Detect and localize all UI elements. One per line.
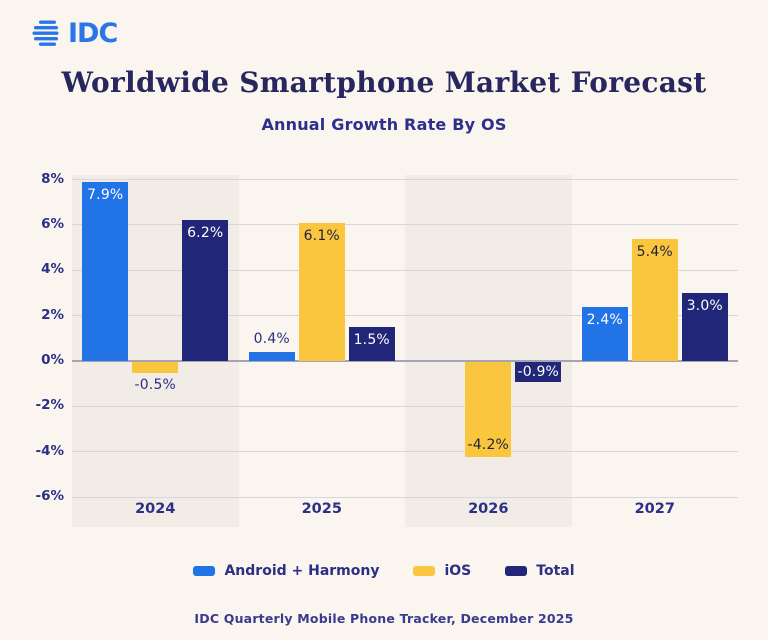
- bar-value-label: 5.4%: [636, 243, 673, 260]
- x-axis-category-label: 2026: [468, 501, 509, 517]
- zero-axis-line: [72, 360, 738, 362]
- legend-swatch: [193, 566, 216, 576]
- y-axis-tick-label: 8%: [41, 170, 64, 187]
- chart-subtitle: Annual Growth Rate By OS: [261, 115, 507, 134]
- category-band-2026: [405, 175, 572, 527]
- legend-label: iOS: [444, 563, 472, 579]
- bar-value-label: 1.5%: [353, 331, 390, 348]
- legend-swatch: [413, 566, 436, 576]
- bar-value-label: 6.2%: [187, 225, 224, 242]
- y-axis-tick-label: 6%: [41, 215, 64, 232]
- bar-total-2027: [681, 292, 728, 361]
- gridline: [72, 269, 738, 271]
- bar-value-label: 7.9%: [87, 186, 124, 203]
- bar-value-label: 2.4%: [586, 311, 623, 328]
- y-axis-tick-label: -4%: [35, 442, 64, 459]
- bar-chart-plot-area: 8% 6% 4% 2% 0% -2% -4% -6% 2024 2025 2026 2027 7.9% -…: [35, 171, 738, 527]
- bar-total-2026: [515, 362, 562, 383]
- y-axis-tick-label: -6%: [35, 488, 64, 505]
- bar-value-label: -4.2%: [467, 437, 510, 454]
- bar-ios-2025: [298, 222, 345, 361]
- y-axis-tick-label: -2%: [35, 397, 64, 414]
- idc-logo: IDC: [30, 17, 118, 51]
- x-axis-category-label: 2024: [135, 501, 176, 517]
- gridline: [72, 451, 738, 453]
- gridline: [72, 315, 738, 317]
- idc-logo-text: IDC: [68, 18, 118, 49]
- gridline: [72, 405, 738, 407]
- gridline: [72, 179, 738, 181]
- y-axis-tick-label: 4%: [41, 261, 64, 278]
- bar-ios-2026: [465, 362, 512, 458]
- bar-value-label: -0.9%: [517, 363, 560, 380]
- bar-value-label: 3.0%: [686, 297, 723, 314]
- legend-item-android-harmony: Android + Harmony: [193, 563, 379, 579]
- legend-label: Android + Harmony: [224, 563, 380, 579]
- gridline: [72, 224, 738, 226]
- y-axis-tick-label: 0%: [41, 352, 64, 368]
- bar-android-harmony-2025: [248, 351, 295, 361]
- bar-android-harmony-2027: [581, 306, 628, 361]
- bar-value-label: -0.5%: [134, 377, 177, 394]
- legend-swatch: [505, 566, 528, 576]
- bar-ios-2027: [631, 238, 678, 361]
- chart-legend: Android + Harmony iOS Total: [0, 563, 768, 579]
- bar-total-2025: [348, 326, 395, 361]
- bar-total-2024: [182, 220, 229, 361]
- x-axis-category-label: 2025: [301, 501, 342, 517]
- chart-title: Worldwide Smartphone Market Forecast: [61, 66, 707, 99]
- bar-value-label: 0.4%: [253, 330, 290, 347]
- gridline: [72, 496, 738, 498]
- source-note: IDC Quarterly Mobile Phone Tracker, Dece…: [194, 611, 574, 626]
- legend-label: Total: [536, 563, 575, 579]
- x-axis-category-label: 2027: [634, 501, 675, 517]
- y-axis-tick-label: 2%: [41, 306, 64, 323]
- bar-value-label: 6.1%: [303, 227, 340, 244]
- idc-globe-icon: [32, 20, 59, 46]
- bar-ios-2024: [132, 362, 179, 374]
- bar-android-harmony-2024: [82, 181, 129, 361]
- legend-item-ios: iOS: [413, 563, 471, 579]
- legend-item-total: Total: [505, 563, 575, 579]
